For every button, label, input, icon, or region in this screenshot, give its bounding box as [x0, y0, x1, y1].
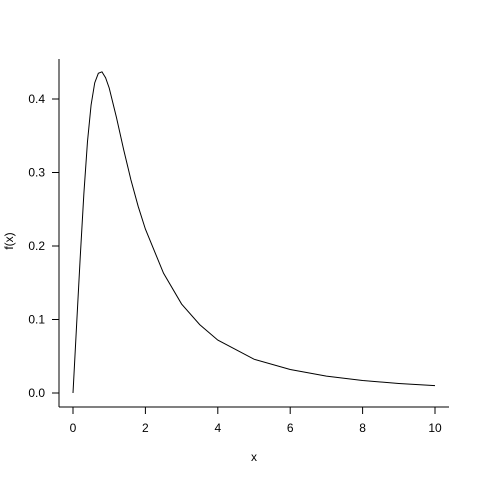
y-axis-title: f(x) — [2, 232, 16, 249]
y-tick-label: 0.2 — [28, 239, 45, 253]
y-tick-label: 0.3 — [28, 166, 45, 180]
x-tick-label: 2 — [142, 421, 149, 435]
x-tick-label: 0 — [70, 421, 77, 435]
density-curve — [72, 71, 436, 394]
y-tick-label: 0.4 — [28, 92, 45, 106]
x-tick-label: 10 — [428, 421, 442, 435]
x-tick-label: 8 — [359, 421, 366, 435]
x-tick-label: 6 — [287, 421, 294, 435]
x-tick-label: 4 — [214, 421, 221, 435]
x-axis-title: x — [251, 450, 257, 464]
x-axis-ticks: 0 2 4 6 8 10 — [70, 407, 442, 435]
y-tick-label: 0.0 — [28, 386, 45, 400]
y-axis-ticks: 0.0 0.1 0.2 0.3 0.4 — [28, 92, 59, 400]
y-tick-label: 0.1 — [28, 313, 45, 327]
